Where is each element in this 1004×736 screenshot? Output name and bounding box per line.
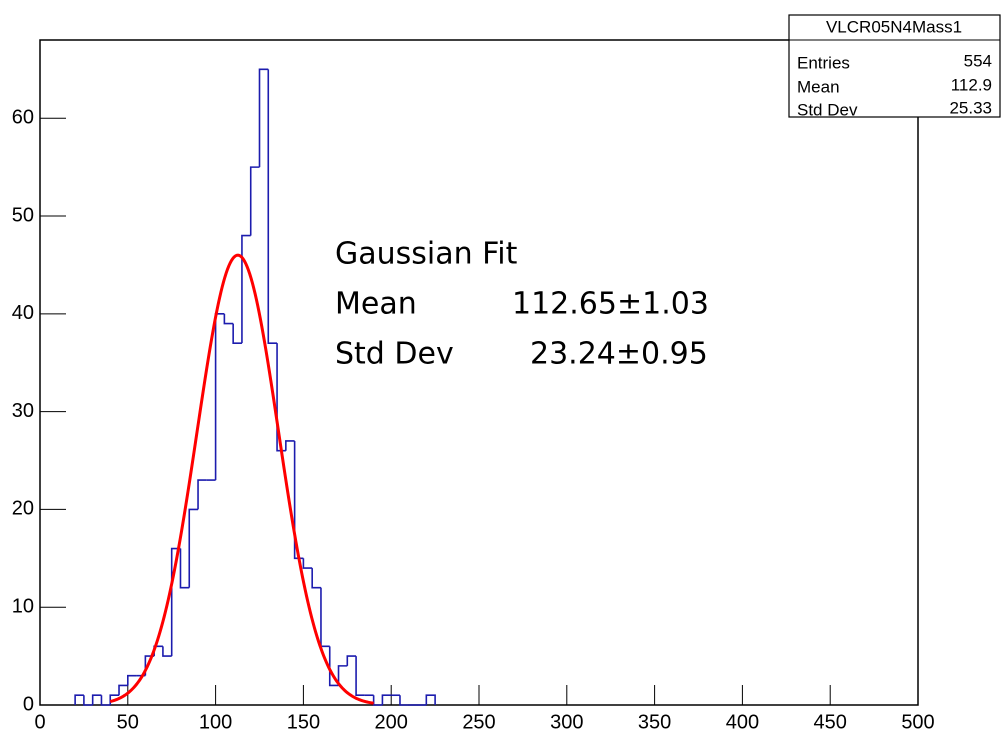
stats-frame [788,14,1001,118]
histogram-bin [311,568,321,589]
stats-label: Entries [797,53,850,72]
fit-curve [109,253,374,705]
histogram-bin [162,646,172,657]
histogram-bin [83,695,93,706]
histogram-bin [74,694,84,705]
stats-value: 112.9 [951,75,992,94]
x-tick-label: 250 [462,711,495,733]
x-tick-label: 300 [550,711,583,733]
plot: 0 50 100 150 200 250 300 350 400 450 500 0 10 20 30 40 5… [12,68,935,733]
y-tick-label: 60 [12,107,34,129]
x-tick-label: 0 [34,711,45,733]
y-tick-label: 50 [12,204,34,226]
histogram-bin [249,166,260,236]
annotation: 112.65±1.03 [512,287,709,322]
histogram-bin [372,695,383,706]
histogram-bin [381,694,392,705]
y-tick-label: 40 [12,302,34,324]
histogram-bin [302,558,313,569]
histogram-bin [320,587,330,648]
histogram-bin [109,694,120,705]
x-tick-label: 200 [375,711,408,733]
annotation: Mean [335,287,417,322]
histogram-bin [267,69,278,344]
annotation: Std Dev [335,337,454,372]
x-tick-label: 450 [814,711,847,733]
stats-value: 25.33 [949,98,992,117]
y-tick-label: 20 [12,498,34,520]
histogram-bin [241,234,251,344]
stats-value: 554 [964,51,992,70]
x-tick-label: 500 [901,711,934,733]
y-tick-label: 10 [12,595,34,617]
histogram-bin [214,313,225,481]
x-tick-label: 350 [638,711,671,733]
histogram-bin [355,656,365,697]
histogram-bin [285,440,295,451]
histogram-bin [127,674,137,686]
stats-label: Std Dev [797,100,858,119]
histogram-bin [197,479,207,510]
histogram-bin [118,684,128,696]
histogram-bin [328,646,339,687]
histogram-bin [188,508,199,588]
stats-label: Mean [797,77,840,96]
annotation: 23.24±0.95 [530,337,708,372]
histogram-bin [337,665,348,686]
stats-title: VLCR05N4Mass1 [826,17,962,36]
histogram-bin [232,323,242,344]
histogram-bin [223,313,234,325]
x-tick-label: 150 [287,711,320,733]
histogram-bin [179,548,190,589]
y-tick-label: 30 [12,400,34,422]
x-tick-label: 100 [199,711,232,733]
histogram-bin [399,695,409,706]
x-tick-label: 50 [117,711,139,733]
histogram-bin [425,694,436,705]
x-tick-label: 400 [726,711,759,733]
histogram-bin [258,68,269,168]
histogram-bin [91,694,102,705]
histogram-bin [293,440,304,560]
y-tick-label: 0 [23,693,34,715]
histogram-bin [100,695,111,706]
histogram-bin [346,655,357,666]
stats-box: VLCR05N4Mass1 Entries 554 Mean 112.9 Std… [788,14,1001,119]
annotation: Gaussian Fit [335,237,518,272]
